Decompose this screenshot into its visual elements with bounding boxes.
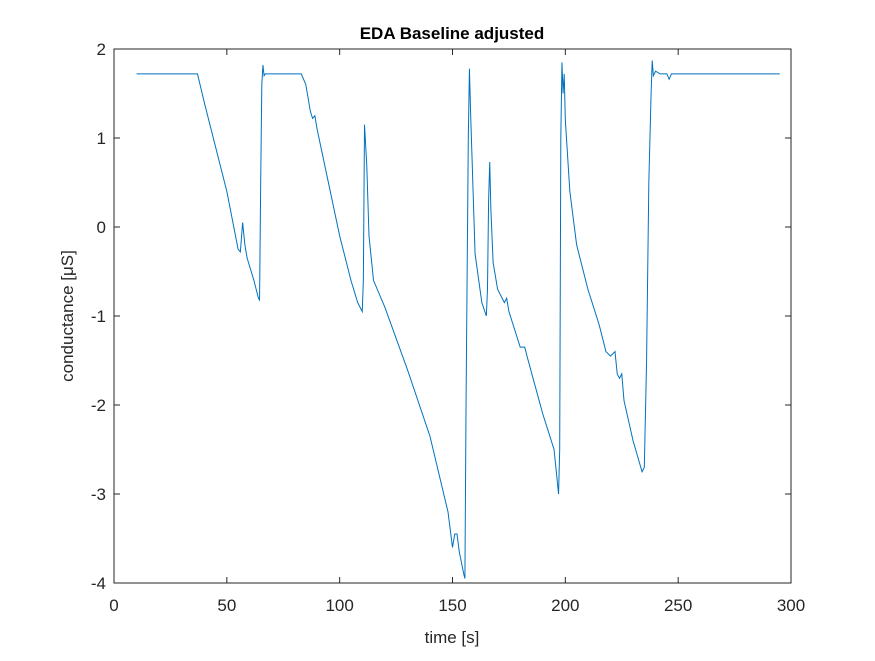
x-tick-label: 100 (325, 596, 353, 615)
x-tick-label: 0 (109, 596, 118, 615)
x-tick-label: 300 (777, 596, 805, 615)
y-axis-label: conductance [μS] (58, 250, 77, 382)
x-axis-label: time [s] (425, 628, 480, 647)
x-tick-label: 200 (551, 596, 579, 615)
chart-title: EDA Baseline adjusted (360, 24, 545, 43)
x-tick-label: 50 (217, 596, 236, 615)
y-tick-label: 2 (97, 40, 106, 59)
x-tick-label: 150 (438, 596, 466, 615)
y-tick-label: 1 (97, 129, 106, 148)
y-tick-label: -3 (91, 485, 106, 504)
y-tick-label: -4 (91, 574, 106, 593)
y-tick-label: -2 (91, 396, 106, 415)
y-tick-label: 0 (97, 218, 106, 237)
data-line (136, 60, 780, 579)
x-tick-label: 250 (664, 596, 692, 615)
y-tick-label: -1 (91, 307, 106, 326)
